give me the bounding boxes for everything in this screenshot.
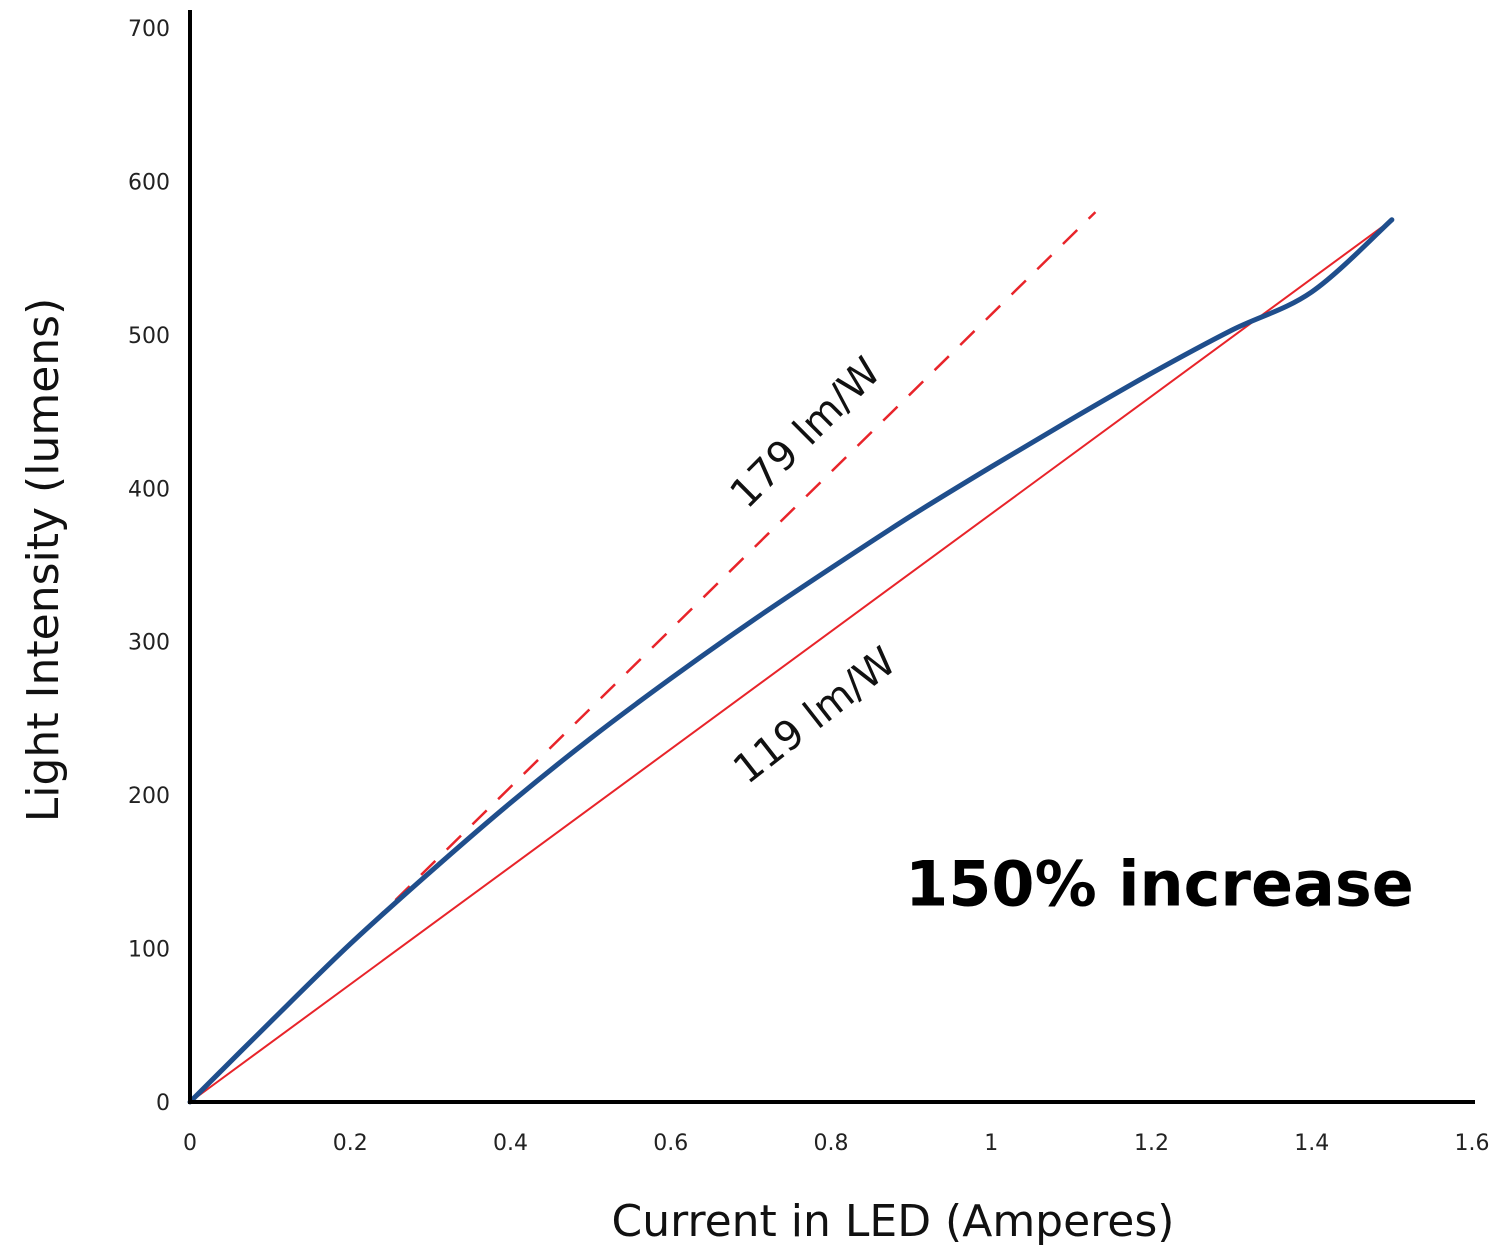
y-tick-label: 600 (128, 170, 170, 195)
series-line-solid-119 (189, 218, 1393, 1103)
y-tick-label: 300 (128, 631, 170, 656)
slope-label: 179 lm/W (722, 349, 890, 517)
increase-callout: 150% increase (905, 848, 1414, 921)
series-line-dashed-179 (189, 211, 1097, 1103)
plot-area (187, 211, 1395, 1105)
series-line-measured (187, 217, 1395, 1105)
x-axis-title: Current in LED (Amperes) (612, 1196, 1175, 1247)
y-tick-label: 0 (156, 1091, 170, 1116)
x-tick-label: 1.6 (1455, 1131, 1490, 1156)
y-tick-label: 400 (128, 477, 170, 502)
y-tick-label: 200 (128, 784, 170, 809)
x-tick-label: 1.2 (1134, 1131, 1169, 1156)
y-tick-label: 700 (128, 17, 170, 42)
x-tick-label: 0 (183, 1131, 197, 1156)
y-tick-label: 500 (128, 324, 170, 349)
tick-labels: 0 0.2 0.4 0.6 0.8 1 1.2 1.4 1.6 0 100 200 300 400 500 6… (128, 17, 1490, 1156)
x-tick-label: 0.6 (653, 1131, 688, 1156)
x-tick-label: 0.4 (493, 1131, 528, 1156)
x-tick-label: 1.4 (1294, 1131, 1329, 1156)
slope-label: 119 lm/W (725, 639, 905, 794)
axes (188, 10, 1475, 1104)
y-axis-title: Light Intensity (lumens) (18, 298, 69, 822)
x-tick-label: 0.8 (814, 1131, 849, 1156)
x-tick-label: 1 (984, 1131, 998, 1156)
x-tick-label: 0.2 (333, 1131, 368, 1156)
y-tick-label: 100 (128, 938, 170, 963)
